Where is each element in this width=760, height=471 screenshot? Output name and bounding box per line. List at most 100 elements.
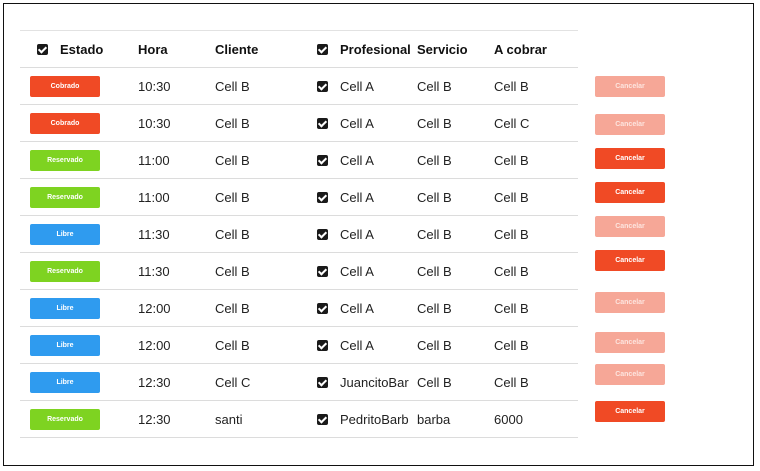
status-badge-label: Libre: [30, 297, 100, 319]
cell-servicio: Cell B: [417, 189, 452, 205]
status-badge[interactable]: Libre: [30, 327, 100, 363]
header-profesional[interactable]: Profesional: [340, 41, 411, 57]
checkbox-checked-icon: [317, 302, 328, 314]
status-badge-label: Libre: [30, 371, 100, 393]
select-all-profesional-checkbox[interactable]: [317, 31, 328, 67]
cell-cliente: Cell B: [215, 226, 250, 242]
cell-servicio: Cell B: [417, 78, 452, 94]
status-badge[interactable]: Reservado: [30, 401, 100, 437]
cancel-button[interactable]: Cancelar: [595, 332, 665, 353]
status-badge-label: Cobrado: [30, 75, 100, 97]
cell-servicio: Cell B: [417, 374, 452, 390]
table-header: Estado Hora Cliente Profesional Servicio…: [20, 31, 578, 68]
cell-cliente: Cell B: [215, 78, 250, 94]
cancel-button[interactable]: Cancelar: [595, 364, 665, 385]
cell-cliente: Cell C: [215, 374, 251, 390]
row-checkbox[interactable]: [317, 68, 328, 104]
cell-a-cobrar: Cell B: [494, 374, 529, 390]
cancel-button[interactable]: Cancelar: [595, 182, 665, 203]
header-cliente[interactable]: Cliente: [215, 41, 259, 57]
cell-a-cobrar: Cell B: [494, 152, 529, 168]
cell-profesional: Cell A: [340, 263, 374, 279]
cell-profesional: JuancitoBar: [340, 374, 409, 390]
cell-hora: 10:30: [138, 115, 171, 131]
status-badge[interactable]: Cobrado: [30, 68, 100, 104]
cell-servicio: Cell B: [417, 152, 452, 168]
table-row[interactable]: Libre 11:30 Cell B Cell A Cell B Cell B: [20, 216, 578, 253]
cancel-button[interactable]: Cancelar: [595, 76, 665, 97]
status-badge[interactable]: Reservado: [30, 142, 100, 178]
row-checkbox[interactable]: [317, 105, 328, 141]
status-badge[interactable]: Reservado: [30, 179, 100, 215]
cell-servicio: Cell B: [417, 226, 452, 242]
cell-a-cobrar: Cell B: [494, 300, 529, 316]
row-checkbox[interactable]: [317, 290, 328, 326]
status-badge-label: Reservado: [30, 149, 100, 171]
cell-servicio: barba: [417, 411, 451, 427]
cancel-button[interactable]: Cancelar: [595, 401, 665, 422]
header-servicio[interactable]: Servicio: [417, 41, 468, 57]
table-row[interactable]: Reservado 11:00 Cell B Cell A Cell B Cell B: [20, 142, 578, 179]
row-checkbox[interactable]: [317, 253, 328, 289]
cell-profesional: Cell A: [340, 189, 374, 205]
status-badge[interactable]: Libre: [30, 364, 100, 400]
status-badge[interactable]: Libre: [30, 216, 100, 252]
cell-a-cobrar: Cell B: [494, 337, 529, 353]
cancel-button[interactable]: Cancelar: [595, 114, 665, 135]
header-a-cobrar[interactable]: A cobrar: [494, 41, 547, 57]
cancel-button[interactable]: Cancelar: [595, 250, 665, 271]
table-row[interactable]: Libre 12:00 Cell B Cell A Cell B Cell B: [20, 327, 578, 364]
cell-profesional: Cell A: [340, 78, 374, 94]
cell-servicio: Cell B: [417, 115, 452, 131]
cell-cliente: Cell B: [215, 337, 250, 353]
cancel-button[interactable]: Cancelar: [595, 292, 665, 313]
table-row[interactable]: Libre 12:00 Cell B Cell A Cell B Cell B: [20, 290, 578, 327]
status-badge-label: Reservado: [30, 260, 100, 282]
cell-cliente: Cell B: [215, 189, 250, 205]
cell-profesional: PedritoBarb: [340, 411, 409, 427]
checkbox-checked-icon: [37, 43, 48, 55]
status-badge[interactable]: Libre: [30, 290, 100, 326]
cell-servicio: Cell B: [417, 300, 452, 316]
checkbox-checked-icon: [317, 376, 328, 388]
row-checkbox[interactable]: [317, 142, 328, 178]
row-checkbox[interactable]: [317, 401, 328, 437]
row-checkbox[interactable]: [317, 327, 328, 363]
table-top-border: [20, 30, 578, 31]
cell-servicio: Cell B: [417, 337, 452, 353]
cell-hora: 12:00: [138, 300, 171, 316]
checkbox-checked-icon: [317, 117, 328, 129]
status-badge[interactable]: Reservado: [30, 253, 100, 289]
status-badge-label: Reservado: [30, 186, 100, 208]
cell-hora: 12:30: [138, 411, 171, 427]
cell-cliente: Cell B: [215, 300, 250, 316]
table-row[interactable]: Cobrado 10:30 Cell B Cell A Cell B Cell B: [20, 68, 578, 105]
table-row[interactable]: Reservado 11:30 Cell B Cell A Cell B Cell B: [20, 253, 578, 290]
table-row[interactable]: Reservado 12:30 santi PedritoBarb barba 6000: [20, 401, 578, 438]
header-estado[interactable]: Estado: [60, 41, 104, 57]
table-body: Cobrado 10:30 Cell B Cell A Cell B Cell B Cobr…: [20, 68, 578, 438]
table-row[interactable]: Reservado 11:00 Cell B Cell A Cell B Cell B: [20, 179, 578, 216]
table-row[interactable]: Cobrado 10:30 Cell B Cell A Cell B Cell C: [20, 105, 578, 142]
cell-servicio: Cell B: [417, 263, 452, 279]
header-hora[interactable]: Hora: [138, 41, 168, 57]
cell-profesional: Cell A: [340, 337, 374, 353]
checkbox-checked-icon: [317, 265, 328, 277]
cell-hora: 10:30: [138, 78, 171, 94]
checkbox-checked-icon: [317, 43, 328, 55]
select-all-checkbox[interactable]: [37, 31, 48, 67]
cell-a-cobrar: 6000: [494, 411, 523, 427]
cell-hora: 11:30: [138, 226, 170, 242]
cell-a-cobrar: Cell B: [494, 189, 529, 205]
app-frame: Estado Hora Cliente Profesional Servicio…: [3, 3, 754, 466]
row-checkbox[interactable]: [317, 179, 328, 215]
cancel-button[interactable]: Cancelar: [595, 148, 665, 169]
cell-a-cobrar: Cell B: [494, 78, 529, 94]
cancel-button[interactable]: Cancelar: [595, 216, 665, 237]
row-checkbox[interactable]: [317, 216, 328, 252]
status-badge[interactable]: Cobrado: [30, 105, 100, 141]
cell-profesional: Cell A: [340, 115, 374, 131]
table-row[interactable]: Libre 12:30 Cell C JuancitoBar Cell B Cell B: [20, 364, 578, 401]
row-checkbox[interactable]: [317, 364, 328, 400]
cell-hora: 11:00: [138, 152, 170, 168]
